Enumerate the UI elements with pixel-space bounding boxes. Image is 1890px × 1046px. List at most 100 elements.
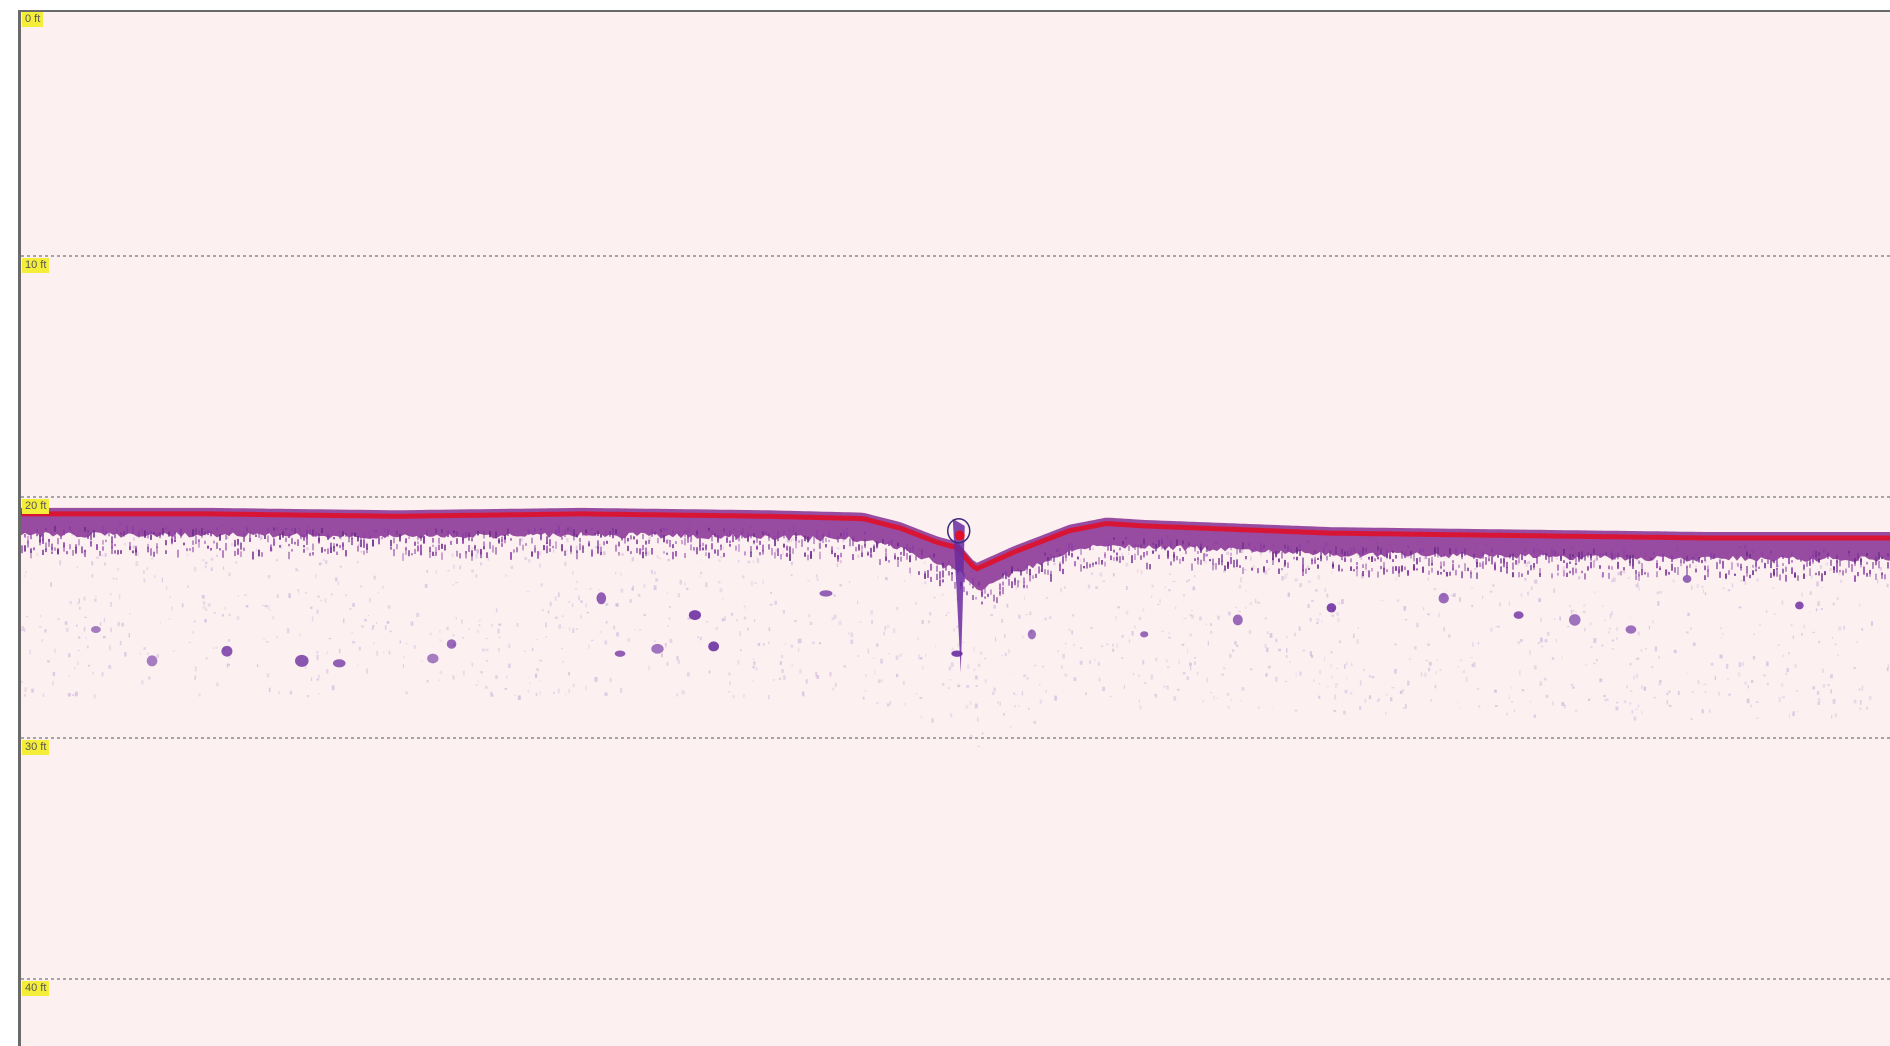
bottom-fringe-speck [1635,574,1637,580]
bottom-fringe-speck [165,550,167,554]
bottom-fringe-speck [471,538,473,542]
bottom-fringe-speck [939,579,941,587]
bottom-fringe-speck [834,552,836,558]
bottom-fringe-speck [1476,572,1478,579]
clutter-speck [961,641,965,644]
bottom-fringe-speck [732,534,734,543]
clutter-speck [1658,656,1661,659]
clutter-speck [1566,625,1570,628]
clutter-speck [480,671,483,674]
bottom-fringe-speck [390,546,392,550]
bottom-fringe-speck [723,552,725,557]
fish-target [1140,631,1149,638]
clutter-speck [227,663,230,666]
bottom-fringe-speck [939,571,941,579]
bottom-fringe-speck [327,548,329,554]
bottom-fringe-speck [438,537,440,544]
clutter-speck [1112,643,1114,647]
clutter-speck [365,541,368,544]
clutter-speck [1204,560,1207,564]
clutter-speck [207,603,211,607]
bottom-fringe-speck [1302,564,1304,572]
clutter-speck [224,606,226,610]
bottom-fringe-speck [618,541,620,547]
bottom-fringe-speck [258,549,260,557]
bottom-fringe-speck [885,548,887,553]
bottom-fringe-speck [204,531,206,536]
bottom-fringe-speck [897,542,899,547]
clutter-speck [356,664,359,667]
bottom-fringe-speck [1119,547,1121,551]
clutter-speck [319,599,323,602]
bottom-fringe-speck [1578,555,1580,562]
clutter-speck [1460,659,1462,662]
clutter-speck [1782,696,1785,699]
bottom-fringe-speck [1050,554,1052,561]
clutter-speck [801,691,805,697]
clutter-speck [471,662,474,667]
clutter-speck [278,691,280,695]
bottom-fringe-speck [1875,573,1877,580]
clutter-speck [491,624,493,627]
bottom-fringe-speck [1611,566,1613,570]
fish-target [1795,601,1804,610]
bottom-fringe-speck [159,532,161,539]
bottom-fringe-speck [1848,560,1850,568]
clutter-speck [1087,584,1091,589]
clutter-speck [94,598,97,602]
bottom-fringe-speck [1437,546,1439,555]
clutter-speck [798,647,800,653]
bottom-fringe-speck [399,534,401,542]
clutter-speck [921,620,925,625]
clutter-speck [256,663,258,668]
bottom-fringe-speck [87,533,89,539]
bottom-fringe-speck [1194,558,1196,561]
clutter-speck [352,603,356,607]
bottom-fringe-speck [1404,566,1406,571]
clutter-speck [1876,579,1879,584]
clutter-speck [1837,654,1839,657]
bottom-fringe-speck [483,531,485,539]
bottom-fringe-speck [624,536,626,544]
bottom-fringe-speck [531,551,533,557]
depth-gridlines [21,255,1890,980]
clutter-speck [1243,568,1247,571]
bottom-fringe-speck [1644,572,1646,575]
bottom-fringe-speck [1719,559,1721,564]
clutter-speck [181,603,184,608]
clutter-speck [876,701,879,705]
clutter-speck [918,654,920,660]
sonar-echogram[interactable] [21,12,1890,1046]
clutter-speck [886,703,890,707]
clutter-speck [1193,575,1196,578]
clutter-speck [1638,586,1640,591]
clutter-speck [653,640,657,642]
bottom-fringe-speck [1887,562,1889,569]
clutter-speck [1216,697,1218,699]
clutter-speck [1575,610,1577,613]
clutter-speck [1045,690,1047,693]
bottom-fringe-speck [750,551,752,558]
bottom-fringe-speck [822,534,824,537]
clutter-speck [1574,710,1578,712]
clutter-speck [1159,599,1162,604]
bottom-fringe-speck [1713,553,1715,558]
clutter-speck [1238,610,1241,613]
bottom-fringe-speck [1275,551,1277,558]
clutter-speck [1772,587,1774,589]
bottom-fringe-speck [864,544,866,549]
clutter-speck [872,657,876,659]
clutter-speck [829,672,832,677]
clutter-speck [198,693,201,697]
bottom-fringe-speck [1554,550,1556,557]
bottom-fringe-speck [183,542,185,546]
bottom-fringe-speck [846,532,848,537]
clutter-speck [700,559,702,561]
clutter-speck [1476,688,1480,690]
clutter-speck [540,583,544,587]
clutter-speck [1817,697,1821,703]
clutter-speck [83,627,86,632]
sonar-display[interactable]: 0 ft 10 ft 20 ft 30 ft 40 ft [18,10,1890,1046]
clutter-speck [1264,570,1268,575]
bottom-fringe-speck [279,534,281,539]
